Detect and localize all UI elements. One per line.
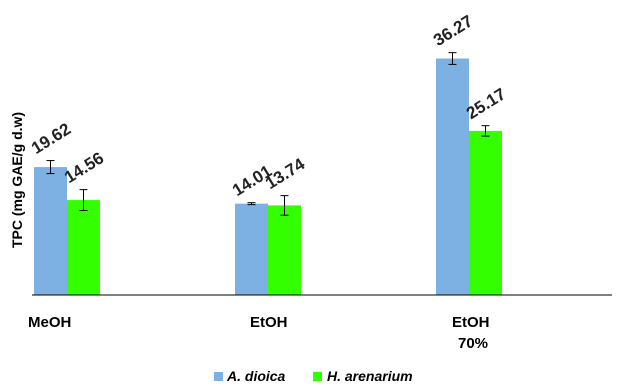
error-bar: [280, 195, 289, 216]
legend-swatch: [313, 372, 322, 381]
data-label: 19.62: [28, 119, 74, 158]
category-labels-layer: MeOH EtOH EtOH 70%: [28, 314, 490, 352]
bar-a-dioica-2: [436, 58, 469, 296]
category-label: EtOH: [452, 314, 490, 331]
data-label: 25.17: [463, 84, 509, 123]
error-bar: [79, 189, 88, 212]
bar-a-dioica-0: [34, 167, 67, 295]
bar-a-dioica-1: [235, 203, 268, 295]
bar-h-arenarium-2: [469, 130, 502, 295]
legend-label: A. dioica: [226, 368, 286, 384]
legend: A. dioica H. arenarium: [214, 368, 413, 384]
data-label: 14.56: [61, 148, 107, 187]
category-label: EtOH: [250, 314, 288, 331]
error-bar: [481, 125, 490, 137]
bar-h-arenarium-1: [268, 205, 301, 295]
error-bars-layer: [46, 52, 490, 216]
bar-h-arenarium-0: [67, 200, 100, 295]
legend-swatch: [214, 372, 223, 381]
error-bar: [448, 52, 457, 65]
error-bar: [46, 160, 55, 175]
legend-label: H. arenarium: [327, 368, 413, 384]
category-label: MeOH: [28, 314, 71, 331]
data-label: 13.74: [262, 154, 309, 193]
y-axis-label: TPC (mg GAE/g d.w): [9, 112, 25, 248]
error-bar: [247, 202, 256, 206]
bars-layer: [34, 58, 502, 296]
category-label: 70%: [458, 335, 488, 352]
data-label: 36.27: [430, 11, 476, 50]
